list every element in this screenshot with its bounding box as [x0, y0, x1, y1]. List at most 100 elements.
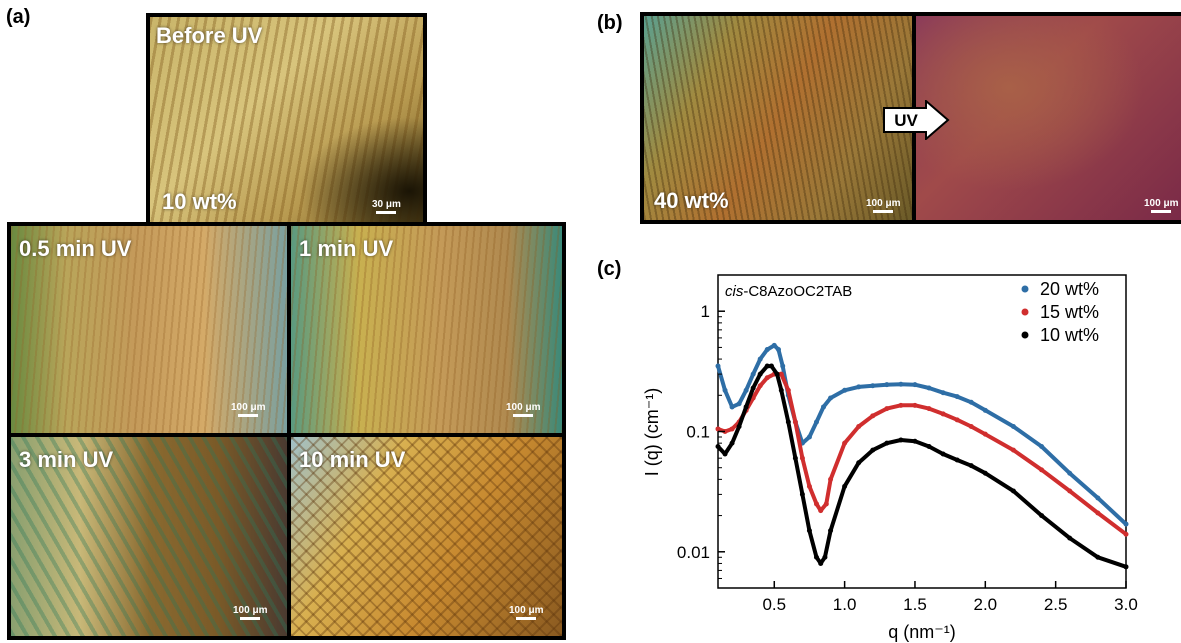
data-point [750, 385, 756, 391]
data-point [856, 424, 862, 430]
legend-entry: 10 wt% [1040, 325, 1099, 345]
data-point [757, 356, 763, 362]
data-point [1095, 554, 1101, 560]
data-point [1010, 488, 1016, 494]
data-point [818, 508, 824, 514]
data-point [806, 528, 812, 534]
scale-bar: 100 μm [1144, 198, 1178, 213]
data-point [1039, 513, 1045, 519]
data-point [1067, 470, 1073, 476]
micrograph-40wt-after-uv: 100 μm [916, 16, 1181, 220]
scale-bar: 100 μm [509, 605, 543, 620]
data-point [1123, 521, 1129, 527]
data-point [954, 417, 960, 423]
data-point [856, 460, 862, 466]
data-point [764, 363, 770, 369]
y-tick-label: 0.01 [677, 543, 710, 562]
data-point [828, 476, 834, 482]
data-point [954, 457, 960, 463]
y-axis-label: I (q) (cm⁻¹) [642, 388, 662, 476]
tile-caption: Before UV [156, 23, 263, 48]
micrograph-before-uv: Before UV 10 wt% 30 μm [146, 13, 427, 226]
data-point [813, 419, 819, 425]
uv-arrow-icon: UV [883, 100, 950, 140]
series-line-0 [716, 343, 1128, 527]
panel-b-micrographs: 40 wt% 100 μm 100 μm UV [640, 12, 1181, 224]
data-point [799, 491, 805, 497]
data-point [750, 371, 756, 377]
x-tick-label: 0.5 [762, 595, 786, 614]
scale-bar: 100 μm [233, 605, 267, 620]
data-point [982, 470, 988, 476]
data-point [799, 455, 805, 461]
data-point [926, 406, 932, 412]
data-point [743, 404, 749, 410]
data-point [1010, 424, 1016, 430]
data-point [842, 483, 848, 489]
data-point [729, 426, 735, 432]
data-point [1123, 531, 1129, 537]
data-point [926, 444, 932, 450]
data-point [856, 384, 862, 390]
data-point [771, 342, 777, 348]
data-point [898, 402, 904, 408]
data-point [729, 440, 735, 446]
x-tick-label: 1.0 [833, 595, 857, 614]
y-tick-label: 1 [701, 302, 710, 321]
data-point [870, 447, 876, 453]
data-point [792, 455, 798, 461]
legend-marker [1021, 285, 1029, 293]
data-point [813, 554, 819, 560]
uv-arrow-label: UV [894, 111, 918, 130]
scale-bar: 100 μm [506, 402, 540, 417]
tile-caption: 0.5 min UV [19, 236, 132, 261]
data-point [968, 463, 974, 469]
data-point [715, 363, 721, 369]
data-point [912, 438, 918, 444]
data-point [912, 382, 918, 388]
data-point [736, 424, 742, 430]
ticks-layer: 0.5 1.0 1.5 2.0 2.5 3.0 1 0.1 0.01 [677, 274, 1138, 614]
data-point [898, 437, 904, 443]
data-point [968, 424, 974, 430]
chart-annotation: cis-C8AzoOC2TAB [725, 283, 852, 300]
tile-caption: 1 min UV [299, 236, 394, 261]
tile-caption: 10 min UV [299, 447, 406, 472]
x-tick-label: 2.5 [1044, 595, 1068, 614]
data-point [775, 347, 781, 353]
data-point [736, 401, 742, 407]
data-point [1123, 564, 1129, 570]
data-point [757, 371, 763, 377]
x-axis-label: q (nm⁻¹) [888, 622, 956, 642]
x-tick-label: 2.0 [973, 595, 997, 614]
data-point [722, 451, 728, 457]
panel-label-b: (b) [597, 12, 623, 34]
data-point [785, 419, 791, 425]
data-point [764, 347, 770, 353]
scale-bar: 30 μm [372, 199, 401, 214]
data-point [1095, 495, 1101, 501]
data-point [884, 382, 890, 388]
data-point [940, 411, 946, 417]
data-point [1039, 467, 1045, 473]
data-point [842, 440, 848, 446]
data-point [954, 394, 960, 400]
legend-marker [1021, 308, 1029, 316]
tile-caption: 3 min UV [19, 447, 114, 472]
data-point [870, 413, 876, 419]
data-point [940, 390, 946, 396]
data-point [806, 483, 812, 489]
data-point [780, 363, 786, 369]
series-line-1 [716, 372, 1128, 537]
micrograph-40wt-before-uv: 40 wt% 100 μm [644, 16, 912, 220]
data-point [764, 375, 770, 381]
micrograph-3-min-uv: 3 min UV 100 μm [11, 437, 287, 636]
data-point [818, 560, 824, 566]
series-layer [715, 342, 1129, 570]
data-point [722, 387, 728, 393]
legend-entry: 15 wt% [1040, 302, 1099, 322]
data-point [982, 407, 988, 413]
micrograph-10-min-uv: 10 min UV 100 μm [291, 437, 562, 636]
data-point [968, 399, 974, 405]
x-tick-label: 1.5 [903, 595, 927, 614]
